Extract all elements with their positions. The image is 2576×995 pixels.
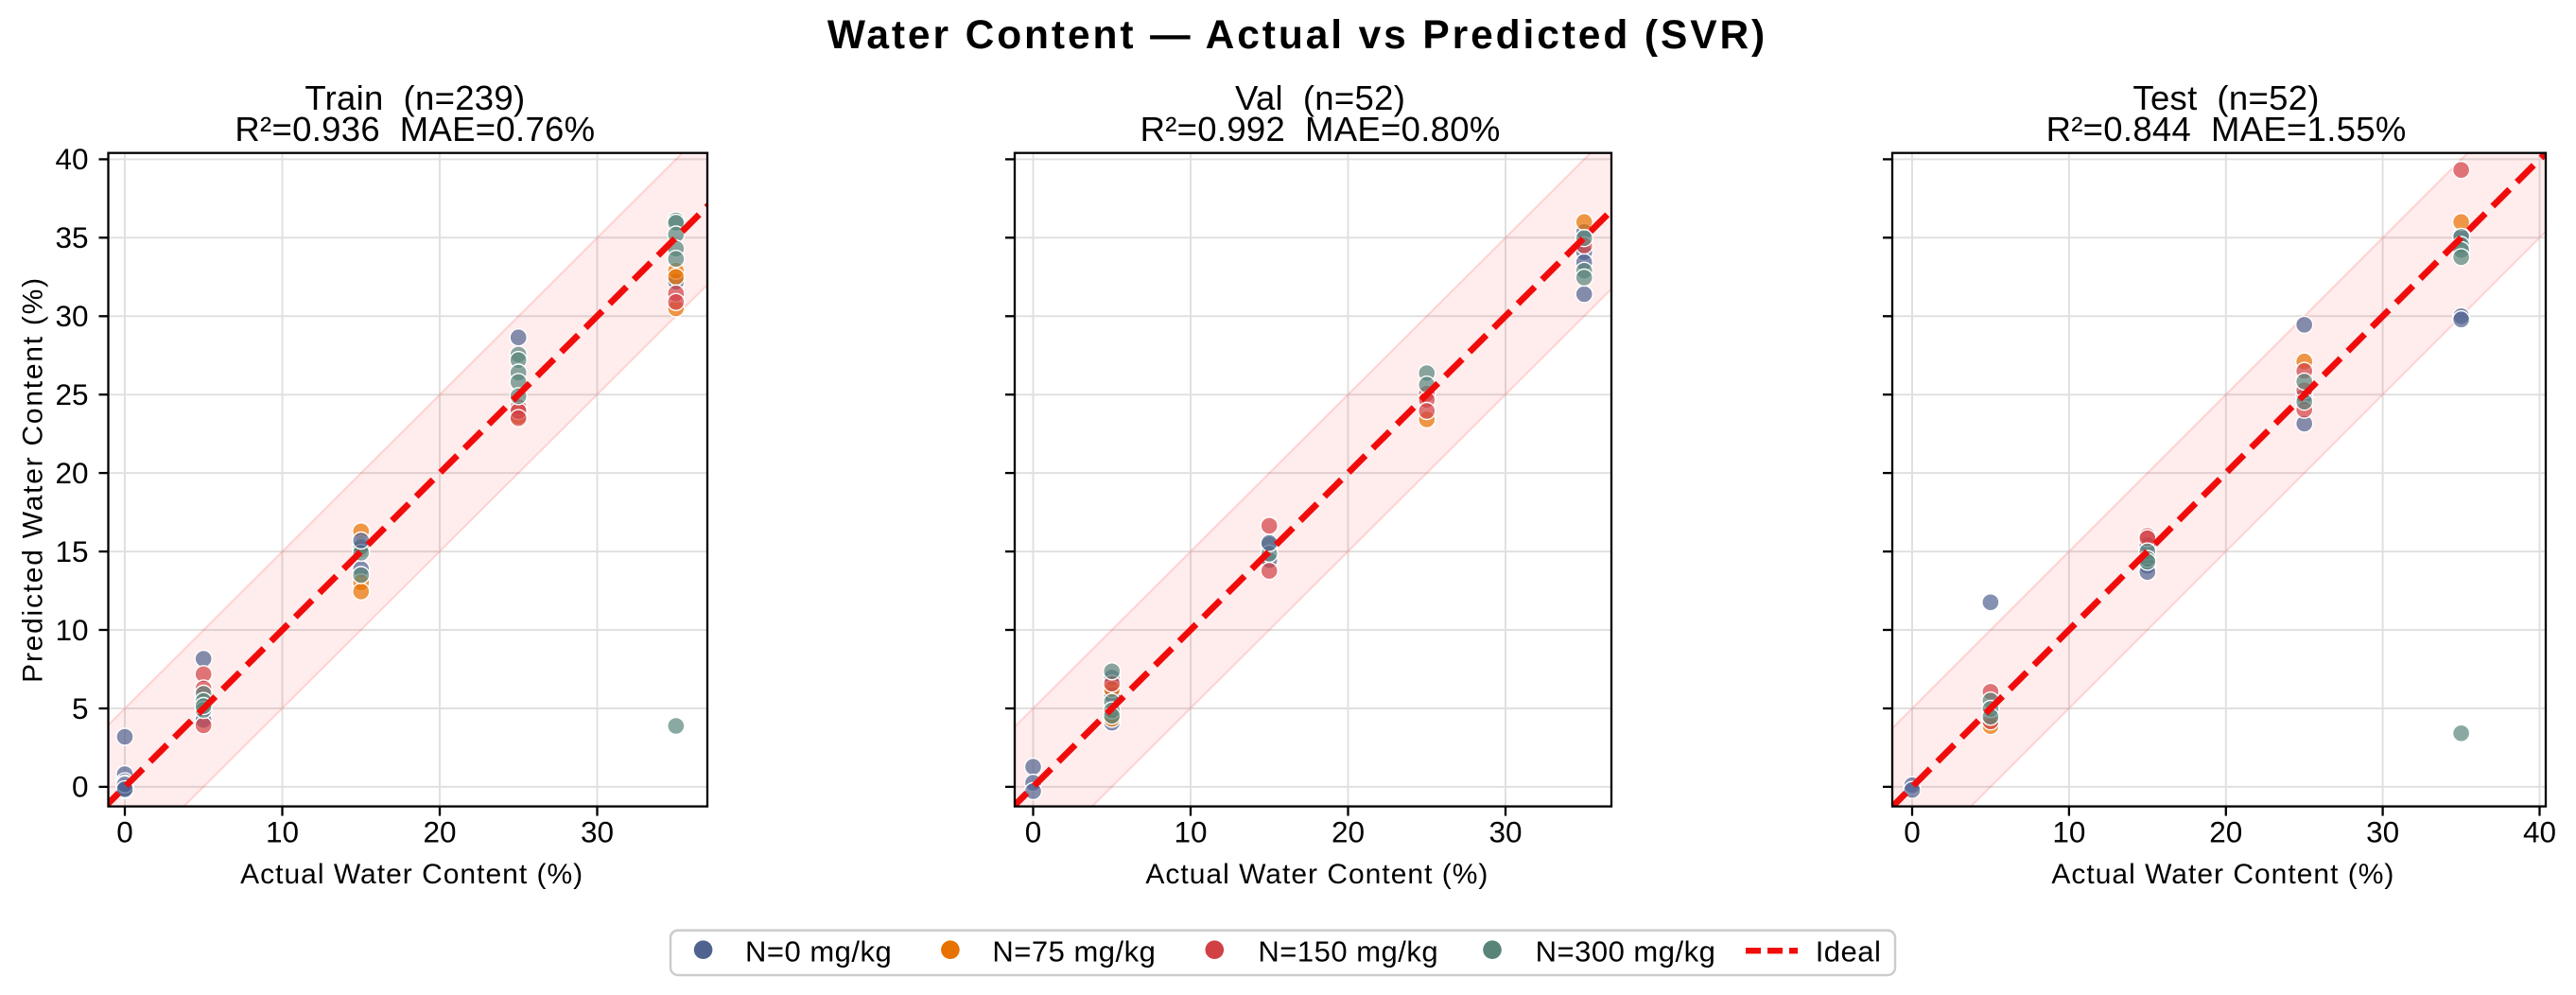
svg-text:R²=0.992 MAE=0.80%: R²=0.992 MAE=0.80% [1140,110,1501,148]
svg-text:30: 30 [1488,815,1522,849]
svg-text:0: 0 [72,770,89,804]
svg-text:R²=0.844 MAE=1.55%: R²=0.844 MAE=1.55% [2046,110,2407,148]
svg-text:R²=0.936 MAE=0.76%: R²=0.936 MAE=0.76% [235,110,595,148]
svg-text:Actual Water Content (%): Actual Water Content (%) [2051,859,2394,890]
svg-text:10: 10 [55,613,88,647]
svg-text:15: 15 [55,534,88,568]
svg-text:0: 0 [1025,815,1042,849]
svg-text:Ideal: Ideal [1816,934,1882,968]
svg-text:0: 0 [1904,815,1921,849]
svg-text:20: 20 [1332,815,1365,849]
svg-text:10: 10 [2052,815,2085,849]
svg-text:40: 40 [2523,815,2556,849]
svg-text:10: 10 [1174,815,1207,849]
svg-text:Actual Water Content (%): Actual Water Content (%) [1145,859,1488,890]
svg-text:Water Content — Actual vs Pred: Water Content — Actual vs Predicted (SVR… [827,13,1767,58]
svg-text:Test (n=52): Test (n=52) [2132,79,2319,117]
svg-text:Val (n=52): Val (n=52) [1235,79,1405,117]
svg-text:N=150 mg/kg: N=150 mg/kg [1258,934,1438,968]
svg-text:40: 40 [55,142,88,176]
svg-text:N=0 mg/kg: N=0 mg/kg [745,934,892,968]
svg-text:30: 30 [2366,815,2399,849]
svg-text:35: 35 [55,220,88,254]
svg-text:N=300 mg/kg: N=300 mg/kg [1536,934,1716,968]
svg-text:Train (n=239): Train (n=239) [305,79,525,117]
svg-text:30: 30 [581,815,614,849]
svg-text:20: 20 [2209,815,2242,849]
svg-text:30: 30 [55,299,88,333]
svg-text:25: 25 [55,377,88,411]
svg-text:N=75 mg/kg: N=75 mg/kg [992,934,1156,968]
svg-text:Predicted Water Content (%): Predicted Water Content (%) [18,276,49,683]
svg-text:20: 20 [423,815,456,849]
svg-text:0: 0 [116,815,133,849]
svg-text:20: 20 [55,456,88,490]
svg-text:Actual Water Content (%): Actual Water Content (%) [240,859,583,890]
svg-text:5: 5 [72,691,89,725]
svg-text:10: 10 [266,815,299,849]
